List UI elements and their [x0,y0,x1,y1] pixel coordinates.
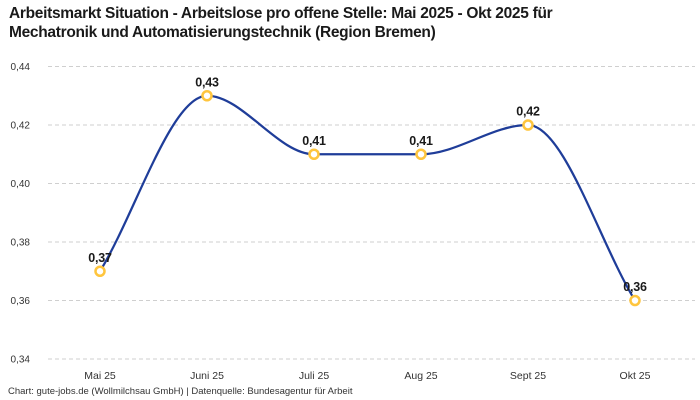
y-tick-label: 0,42 [11,121,31,132]
x-tick-label: Mai 25 [84,370,116,382]
data-point-label: 0,36 [623,280,647,294]
y-axis-tick-labels: 0,44 0,42 0,40 0,38 0,36 0,34 [11,62,31,366]
data-point-marker [201,90,213,102]
data-point-marker [522,119,534,131]
x-tick-label: Juni 25 [190,370,224,382]
gridlines [48,66,695,360]
data-point-label: 0,37 [88,251,112,265]
source-attribution: Chart: gute-jobs.de (Wollmilchsau GmbH) … [8,386,353,397]
data-point-marker [308,148,320,160]
x-tick-label: Sept 25 [510,370,546,382]
data-point-marker [94,265,106,277]
data-series [94,90,641,307]
y-tick-label: 0,34 [11,355,31,366]
data-point-labels: 0,37 0,43 0,41 0,41 0,42 0,36 [88,75,647,294]
page-title-line-2: Mechatronik und Automatisierungstechnik … [9,23,436,41]
data-point-label: 0,42 [516,105,540,119]
x-tick-label: Aug 25 [404,370,437,382]
data-point-marker [629,294,641,307]
data-point-marker [415,148,427,160]
data-point-label: 0,43 [195,75,219,89]
data-point-label: 0,41 [409,134,433,148]
y-tick-label: 0,44 [11,62,31,73]
data-point-label: 0,41 [302,134,326,148]
x-axis-tick-labels: Mai 25 Juni 25 Juli 25 Aug 25 Sept 25 Okt 25 [84,370,650,382]
series-line [98,94,637,302]
page-title-line-1: Arbeitsmarkt Situation - Arbeitslose pro… [9,5,553,22]
y-tick-label: 0,38 [11,238,31,249]
page-title: Arbeitsmarkt Situation - Arbeitslose pro… [9,5,689,43]
y-tick-label: 0,40 [11,179,31,190]
x-tick-label: Juli 25 [299,370,330,382]
x-tick-label: Okt 25 [620,370,651,382]
y-tick-label: 0,36 [11,296,31,307]
